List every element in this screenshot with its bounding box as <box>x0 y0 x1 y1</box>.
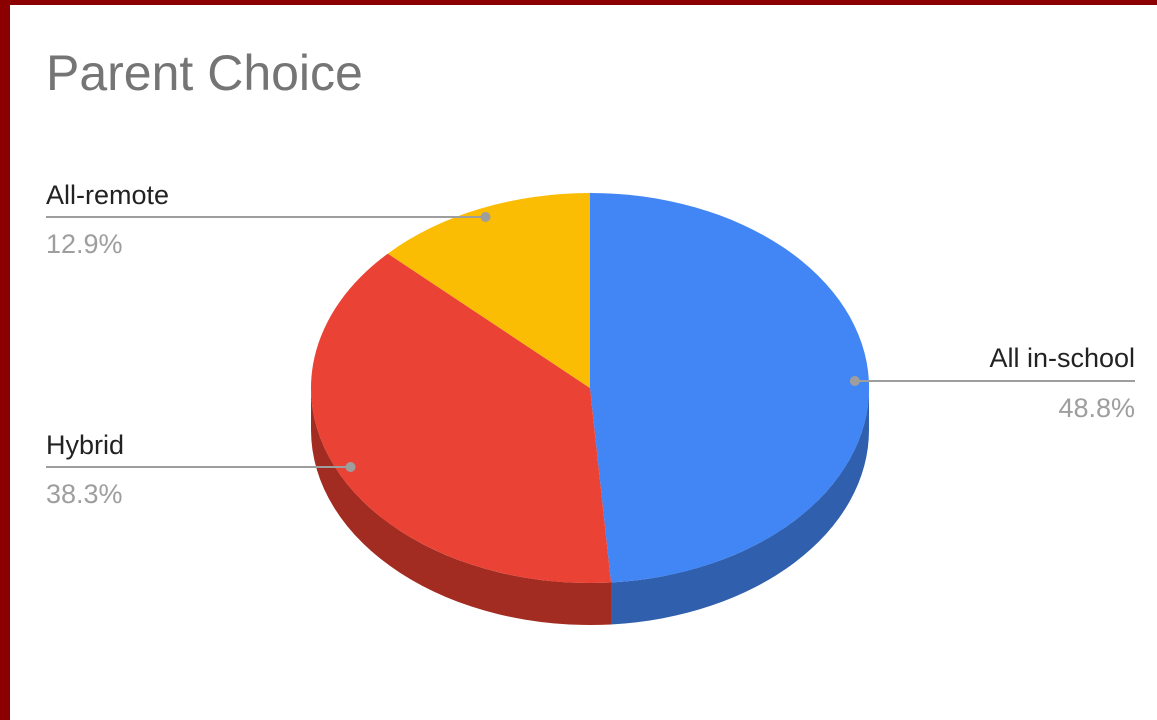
leader-dot-all-in-school <box>849 376 860 386</box>
slice-percent-hybrid: 38.3% <box>46 479 123 509</box>
chart-frame: Parent Choice All in-school 48.8% Hybrid 38… <box>10 5 1157 720</box>
leader-dot-all-remote <box>480 212 491 222</box>
chart-title: Parent Choice <box>46 45 363 101</box>
pie-labels-layer: All in-school 48.8% Hybrid 38.3% All-remote 1… <box>46 180 1135 509</box>
slice-label-all-remote: All-remote <box>46 180 169 210</box>
slice-side-all-in-school <box>611 388 869 625</box>
slice-percent-all-in-school: 48.8% <box>1058 393 1135 423</box>
leader-dot-hybrid <box>345 462 356 472</box>
slice-all-remote[interactable] <box>387 193 590 388</box>
pie-depth-layer <box>311 388 869 626</box>
slice-percent-all-remote: 12.9% <box>46 229 123 259</box>
pie-slices-layer <box>310 192 870 584</box>
slice-label-hybrid: Hybrid <box>46 430 124 460</box>
pie-chart: All in-school 48.8% Hybrid 38.3% All-remote 1… <box>46 180 1135 626</box>
slice-hybrid[interactable] <box>310 253 612 584</box>
slice-side-hybrid <box>311 388 612 626</box>
slice-label-all-in-school: All in-school <box>989 343 1135 373</box>
slice-all-in-school[interactable] <box>590 192 870 583</box>
